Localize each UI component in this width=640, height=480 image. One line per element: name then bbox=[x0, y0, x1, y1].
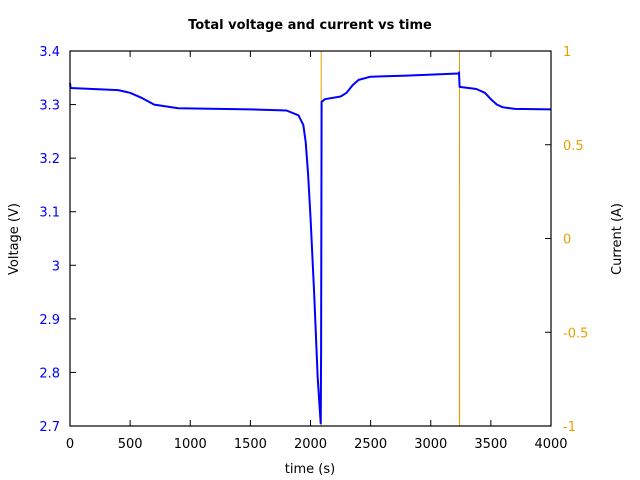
y-axis-label: Voltage (V) bbox=[7, 203, 22, 275]
y-axis-ticks: 2.7 2.8 2.9 3 3.1 3.2 3.3 3.4 bbox=[39, 45, 76, 435]
current-series bbox=[70, 50, 551, 427]
y2-axis-label: Current (A) bbox=[610, 203, 625, 275]
x-axis-ticks: 0 500 1000 1500 2000 2500 3000 3500 4000 bbox=[66, 51, 568, 452]
y2-tick-label: 0 bbox=[563, 233, 571, 248]
y-tick-label: 3.4 bbox=[39, 45, 60, 60]
x-tick-label: 1500 bbox=[234, 437, 267, 452]
y2-tick-label: -0.5 bbox=[563, 326, 588, 341]
y2-axis-ticks: -1 -0.5 0 0.5 1 bbox=[545, 45, 588, 435]
y-tick-label: 3.2 bbox=[39, 152, 60, 167]
y-tick-label: 3.1 bbox=[39, 206, 60, 221]
x-tick-label: 3500 bbox=[474, 437, 507, 452]
current-line bbox=[70, 50, 551, 427]
chart-title: Total voltage and current vs time bbox=[188, 18, 432, 33]
y-tick-label: 2.9 bbox=[39, 313, 60, 328]
y-tick-label: 2.8 bbox=[39, 366, 60, 381]
x-tick-label: 2000 bbox=[294, 437, 327, 452]
x-tick-label: 4000 bbox=[534, 437, 567, 452]
y2-tick-label: 1 bbox=[563, 45, 571, 60]
y2-tick-label: 0.5 bbox=[563, 139, 584, 154]
x-tick-label: 3000 bbox=[414, 437, 447, 452]
y-tick-label: 3.3 bbox=[39, 99, 60, 114]
x-tick-label: 500 bbox=[118, 437, 143, 452]
y2-tick-label: -1 bbox=[563, 420, 576, 435]
x-axis-label: time (s) bbox=[285, 462, 335, 477]
voltage-series bbox=[69, 71, 552, 425]
voltage-line bbox=[69, 71, 552, 425]
x-tick-label: 2500 bbox=[354, 437, 387, 452]
x-tick-label: 1000 bbox=[174, 437, 207, 452]
y-tick-label: 2.7 bbox=[39, 420, 60, 435]
x-tick-label: 0 bbox=[66, 437, 74, 452]
y-tick-label: 3 bbox=[52, 259, 60, 274]
plot-frame bbox=[69, 50, 552, 427]
